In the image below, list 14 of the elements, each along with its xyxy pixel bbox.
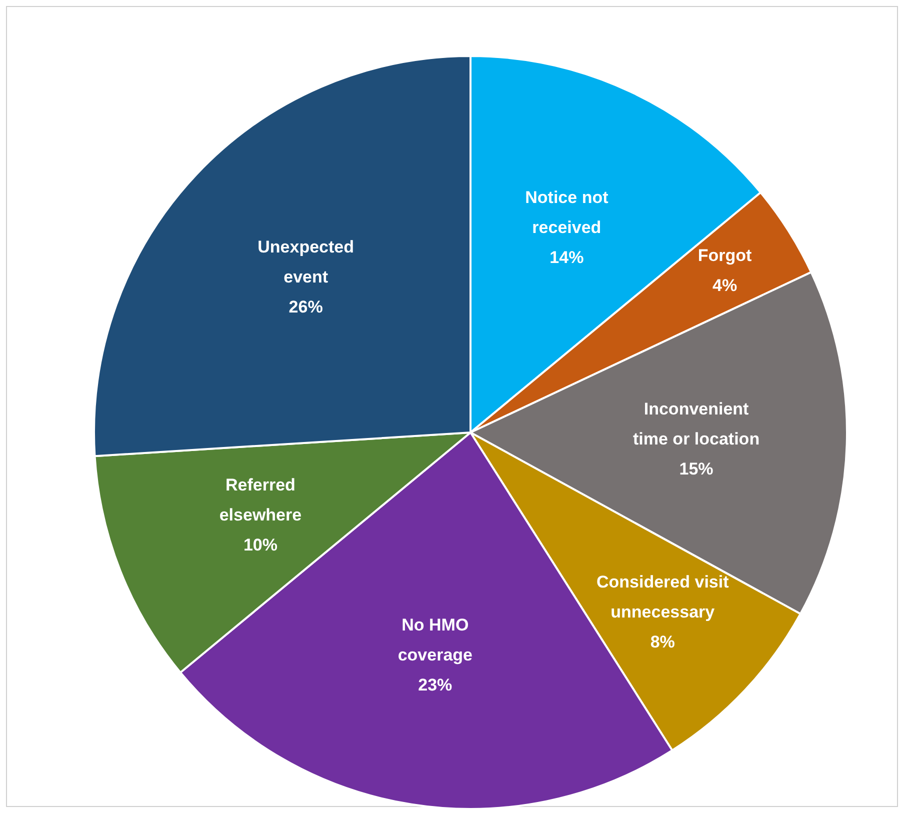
data-label: 4% xyxy=(712,276,738,295)
data-label: 23% xyxy=(418,675,452,694)
data-label: 8% xyxy=(650,632,675,652)
data-label: 10% xyxy=(243,535,278,554)
slice-label: Forgot xyxy=(698,246,752,265)
data-label: 14% xyxy=(550,248,584,267)
slice-label: Referred elsewhere xyxy=(219,475,302,524)
slice-label: Inconvenient time or location xyxy=(633,399,760,448)
slice-label: Notice not received xyxy=(525,188,609,237)
slice-label: Considered visit unnecessary xyxy=(596,572,730,622)
data-label: 26% xyxy=(288,298,323,317)
slice-label: Unexpected event xyxy=(258,238,354,287)
slice-label: No HMO coverage xyxy=(398,615,472,664)
data-label: 15% xyxy=(679,459,714,478)
